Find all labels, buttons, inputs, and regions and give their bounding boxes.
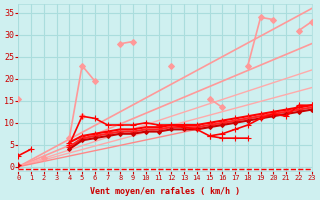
X-axis label: Vent moyen/en rafales ( km/h ): Vent moyen/en rafales ( km/h ): [90, 187, 240, 196]
